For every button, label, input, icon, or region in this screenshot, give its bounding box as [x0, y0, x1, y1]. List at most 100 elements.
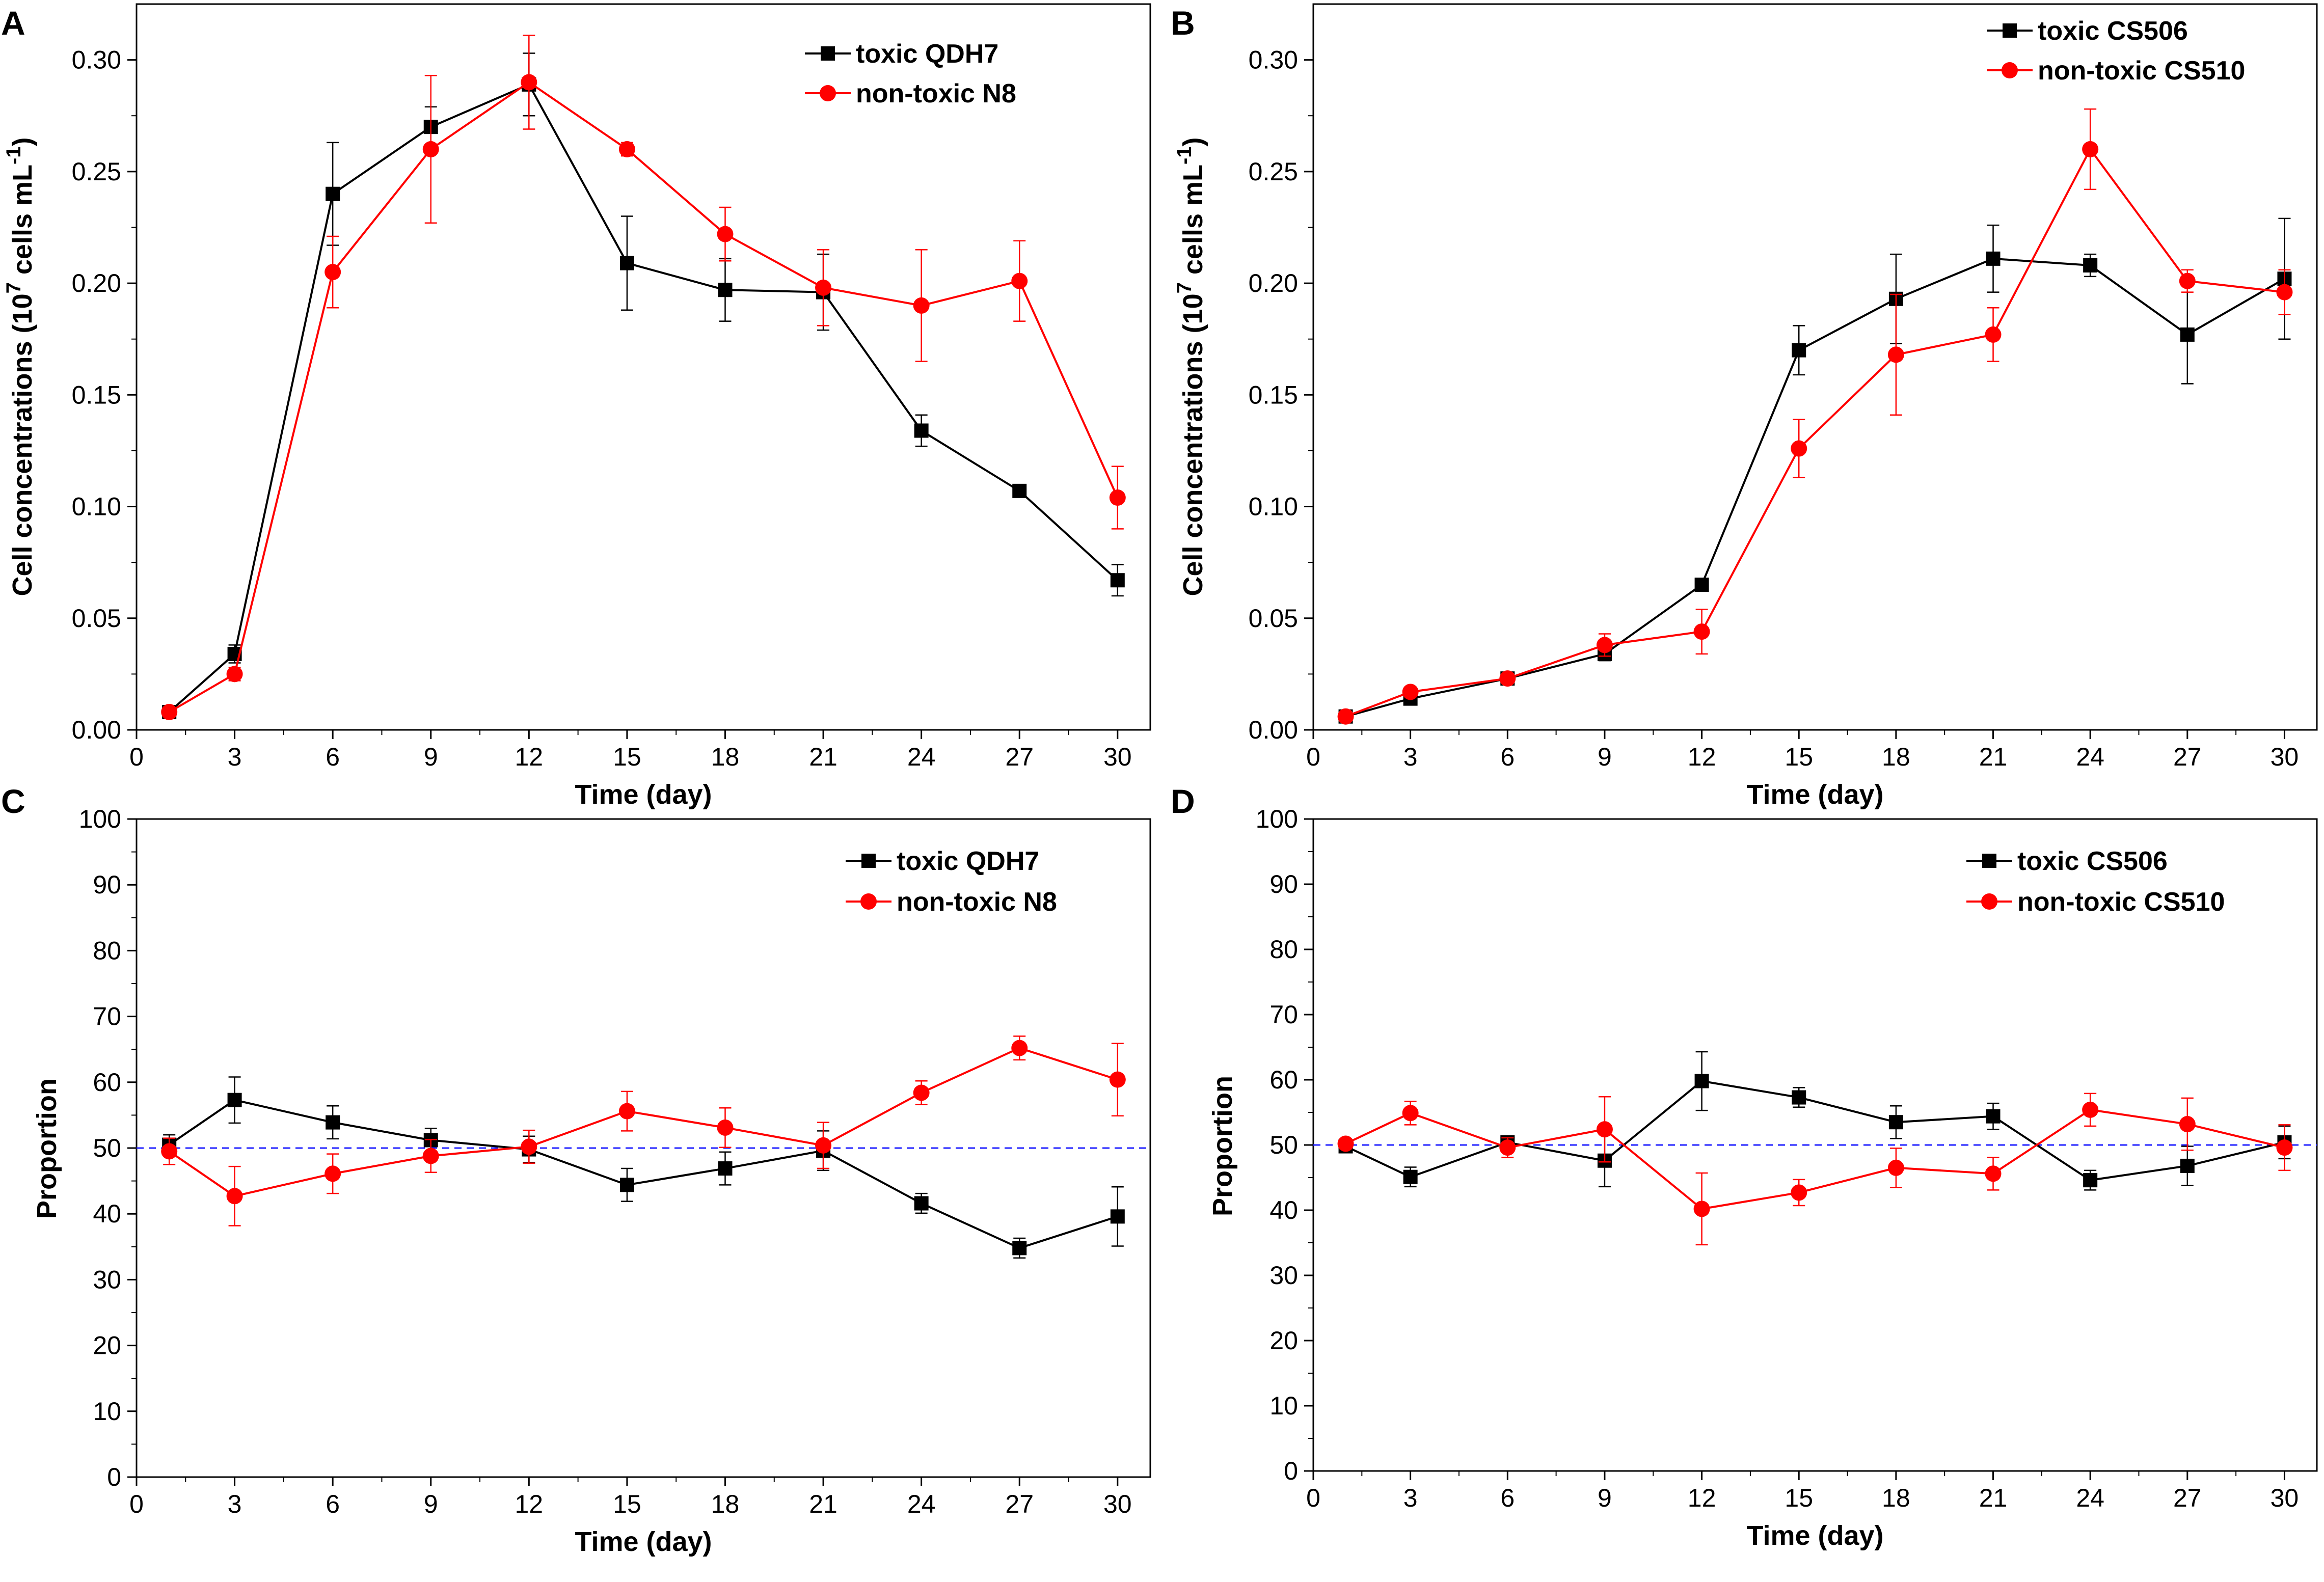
x-tick-label: 24 — [2076, 1484, 2104, 1512]
y-axis-title-main: Cell concentrations (10 — [1178, 293, 1208, 596]
y-tick-label: 0.25 — [1249, 157, 1298, 186]
y-tick-label: 80 — [93, 936, 121, 965]
x-tick-label: 12 — [1688, 743, 1716, 771]
x-tick-label: 30 — [1103, 1490, 1132, 1518]
x-axis-title: Time (day) — [575, 1526, 712, 1557]
data-point-circle — [1402, 1105, 1419, 1122]
series-non-toxic — [161, 35, 1126, 720]
data-point-circle — [1109, 1071, 1126, 1088]
data-point-circle — [161, 1143, 178, 1160]
y-axis-title-end: ) — [1178, 137, 1208, 146]
y-tick-label: 90 — [1269, 870, 1298, 898]
x-tick-label: 30 — [2271, 1484, 2299, 1512]
y-axis-title-exponent: 7 — [1173, 282, 1196, 293]
y-tick-label: 0.20 — [1249, 269, 1298, 297]
data-point-circle — [618, 141, 635, 157]
data-point-circle — [1337, 708, 1354, 725]
legend: toxic CS506 non-toxic CS510 — [1966, 847, 2225, 917]
y-tick-label: 10 — [93, 1397, 121, 1426]
x-tick-label: 9 — [424, 743, 438, 771]
data-point-square — [326, 1115, 340, 1130]
y-axis-title-unit: cells mL — [1178, 165, 1208, 282]
y-tick-label: 0.05 — [72, 604, 121, 633]
x-tick-label: 15 — [613, 1490, 641, 1518]
panel-c: 0 3 6 9 12 15 18 21 24 27 30 0 10 20 30 40 50 60 70 80 90 100… — [32, 805, 1151, 1557]
data-point-circle — [1985, 326, 2002, 343]
data-point-square — [326, 186, 340, 201]
data-point-square — [1888, 1115, 1903, 1130]
panel-letter-b: B — [1171, 4, 1195, 42]
data-point-circle — [2276, 1139, 2293, 1156]
y-axis-title: Proportion — [1207, 1076, 1238, 1216]
data-point-circle — [2276, 284, 2293, 301]
data-point-circle — [2082, 1101, 2099, 1118]
data-point-circle — [717, 226, 734, 242]
y-tick-label: 30 — [1269, 1261, 1298, 1290]
data-point-circle — [1499, 670, 1516, 687]
data-point-square — [2180, 1158, 2195, 1173]
data-point-square — [1792, 343, 1806, 358]
data-point-circle — [913, 297, 930, 314]
y-axis-title-main: Proportion — [32, 1078, 62, 1219]
data-point-square — [619, 1178, 634, 1192]
x-tick-label: 3 — [1403, 743, 1418, 771]
data-point-square — [914, 423, 929, 438]
x-tick-label: 18 — [1882, 743, 1910, 771]
data-point-square — [1012, 483, 1027, 498]
y-tick-label: 60 — [1269, 1066, 1298, 1094]
y-axis-title-unit-exponent: -1 — [3, 146, 25, 165]
legend-label: non-toxic N8 — [897, 887, 1057, 917]
data-point-circle — [1693, 623, 1710, 640]
data-point-circle — [717, 1119, 734, 1136]
data-point-circle — [1011, 1040, 1028, 1056]
data-point-circle — [521, 74, 537, 91]
data-point-circle — [1109, 489, 1126, 506]
data-point-square — [1110, 573, 1125, 588]
y-tick-label: 0.00 — [1249, 716, 1298, 744]
data-point-circle — [1337, 1135, 1354, 1152]
x-tick-label: 12 — [515, 743, 544, 771]
x-tick-label: 27 — [2173, 1484, 2202, 1512]
legend-label: toxic QDH7 — [897, 847, 1039, 876]
y-tick-label: 0 — [107, 1463, 121, 1491]
y-tick-label: 50 — [1269, 1131, 1298, 1159]
legend-label: non-toxic CS510 — [2017, 887, 2225, 917]
y-tick-label: 40 — [93, 1199, 121, 1228]
data-point-square — [619, 256, 634, 270]
data-point-circle — [1499, 1139, 1516, 1156]
x-tick-label: 18 — [1882, 1484, 1910, 1512]
legend-marker-square — [861, 854, 876, 868]
data-point-square — [1403, 1169, 1418, 1184]
y-tick-label: 0.00 — [72, 716, 121, 744]
series-non-toxic — [1337, 108, 2293, 725]
data-point-circle — [2082, 141, 2099, 157]
x-tick-label: 24 — [907, 1490, 936, 1518]
y-axis-title-main: Cell concentrations (10 — [7, 293, 38, 596]
data-point-circle — [1596, 1121, 1613, 1138]
x-tick-label: 6 — [1500, 743, 1515, 771]
y-tick-label: 0.20 — [72, 269, 121, 297]
y-tick-label: 0.25 — [72, 157, 121, 186]
y-tick-label: 80 — [1269, 935, 1298, 964]
y-tick-label: 0.30 — [72, 46, 121, 74]
y-axis-title: Cell concentrations (107 cells mL-1) — [1173, 137, 1208, 596]
data-point-circle — [422, 1148, 439, 1164]
x-tick-label: 3 — [1403, 1484, 1418, 1512]
y-axis-title-exponent: 7 — [3, 282, 25, 293]
x-tick-label: 21 — [809, 743, 837, 771]
legend-marker-circle — [820, 85, 836, 101]
y-tick-label: 100 — [79, 805, 121, 833]
x-axis-title: Time (day) — [575, 779, 712, 810]
x-tick-label: 24 — [2076, 743, 2104, 771]
data-point-circle — [1402, 684, 1419, 700]
data-point-circle — [913, 1084, 930, 1101]
x-tick-label: 0 — [129, 743, 144, 771]
y-axis-title: Cell concentrations (107 cells mL-1) — [3, 137, 38, 596]
data-point-square — [718, 283, 733, 297]
x-tick-label: 30 — [1103, 743, 1132, 771]
data-point-square — [1694, 1074, 1709, 1088]
y-tick-label: 0.05 — [1249, 604, 1298, 633]
data-point-circle — [815, 279, 832, 296]
x-tick-label: 12 — [515, 1490, 544, 1518]
